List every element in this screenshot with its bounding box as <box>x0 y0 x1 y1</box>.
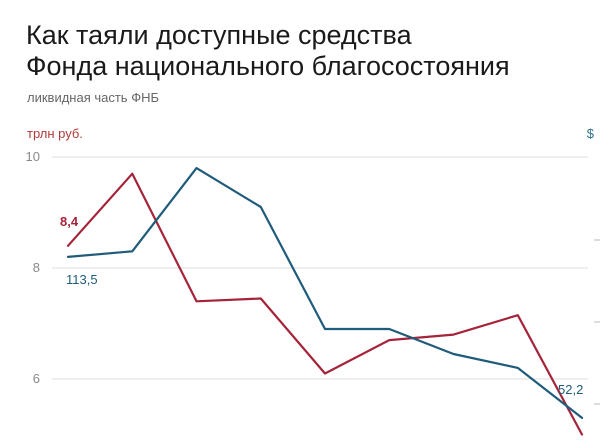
usd-start-label: 113,5 <box>66 272 98 287</box>
rub-start-label: 8,4 <box>60 214 79 229</box>
y-tick-label-8: 8 <box>33 260 40 275</box>
y-axis-unit-right: $ <box>586 126 594 141</box>
series-line-rub <box>66 172 584 436</box>
y-tick-label-10: 10 <box>26 149 40 164</box>
usd-end-label: 52,2 <box>558 382 583 397</box>
y-axis-ticks: 10 8 6 <box>26 149 600 405</box>
chart-title-line-2: Фонда национального благосостояния <box>26 51 510 81</box>
series-line-usd <box>66 167 584 419</box>
grid-lines <box>52 156 588 380</box>
chart-title: Как таяли доступные средства Фонда нацио… <box>26 20 510 82</box>
series-lines <box>66 167 584 436</box>
y-tick-label-6: 6 <box>33 371 40 386</box>
chart-title-line-1: Как таяли доступные средства <box>26 20 412 50</box>
y-axis-unit-left: трлн руб. <box>27 126 83 141</box>
chart-subtitle: ликвидная часть ФНБ <box>27 90 159 105</box>
data-labels: 8,4 113,5 52,2 <box>60 214 583 397</box>
